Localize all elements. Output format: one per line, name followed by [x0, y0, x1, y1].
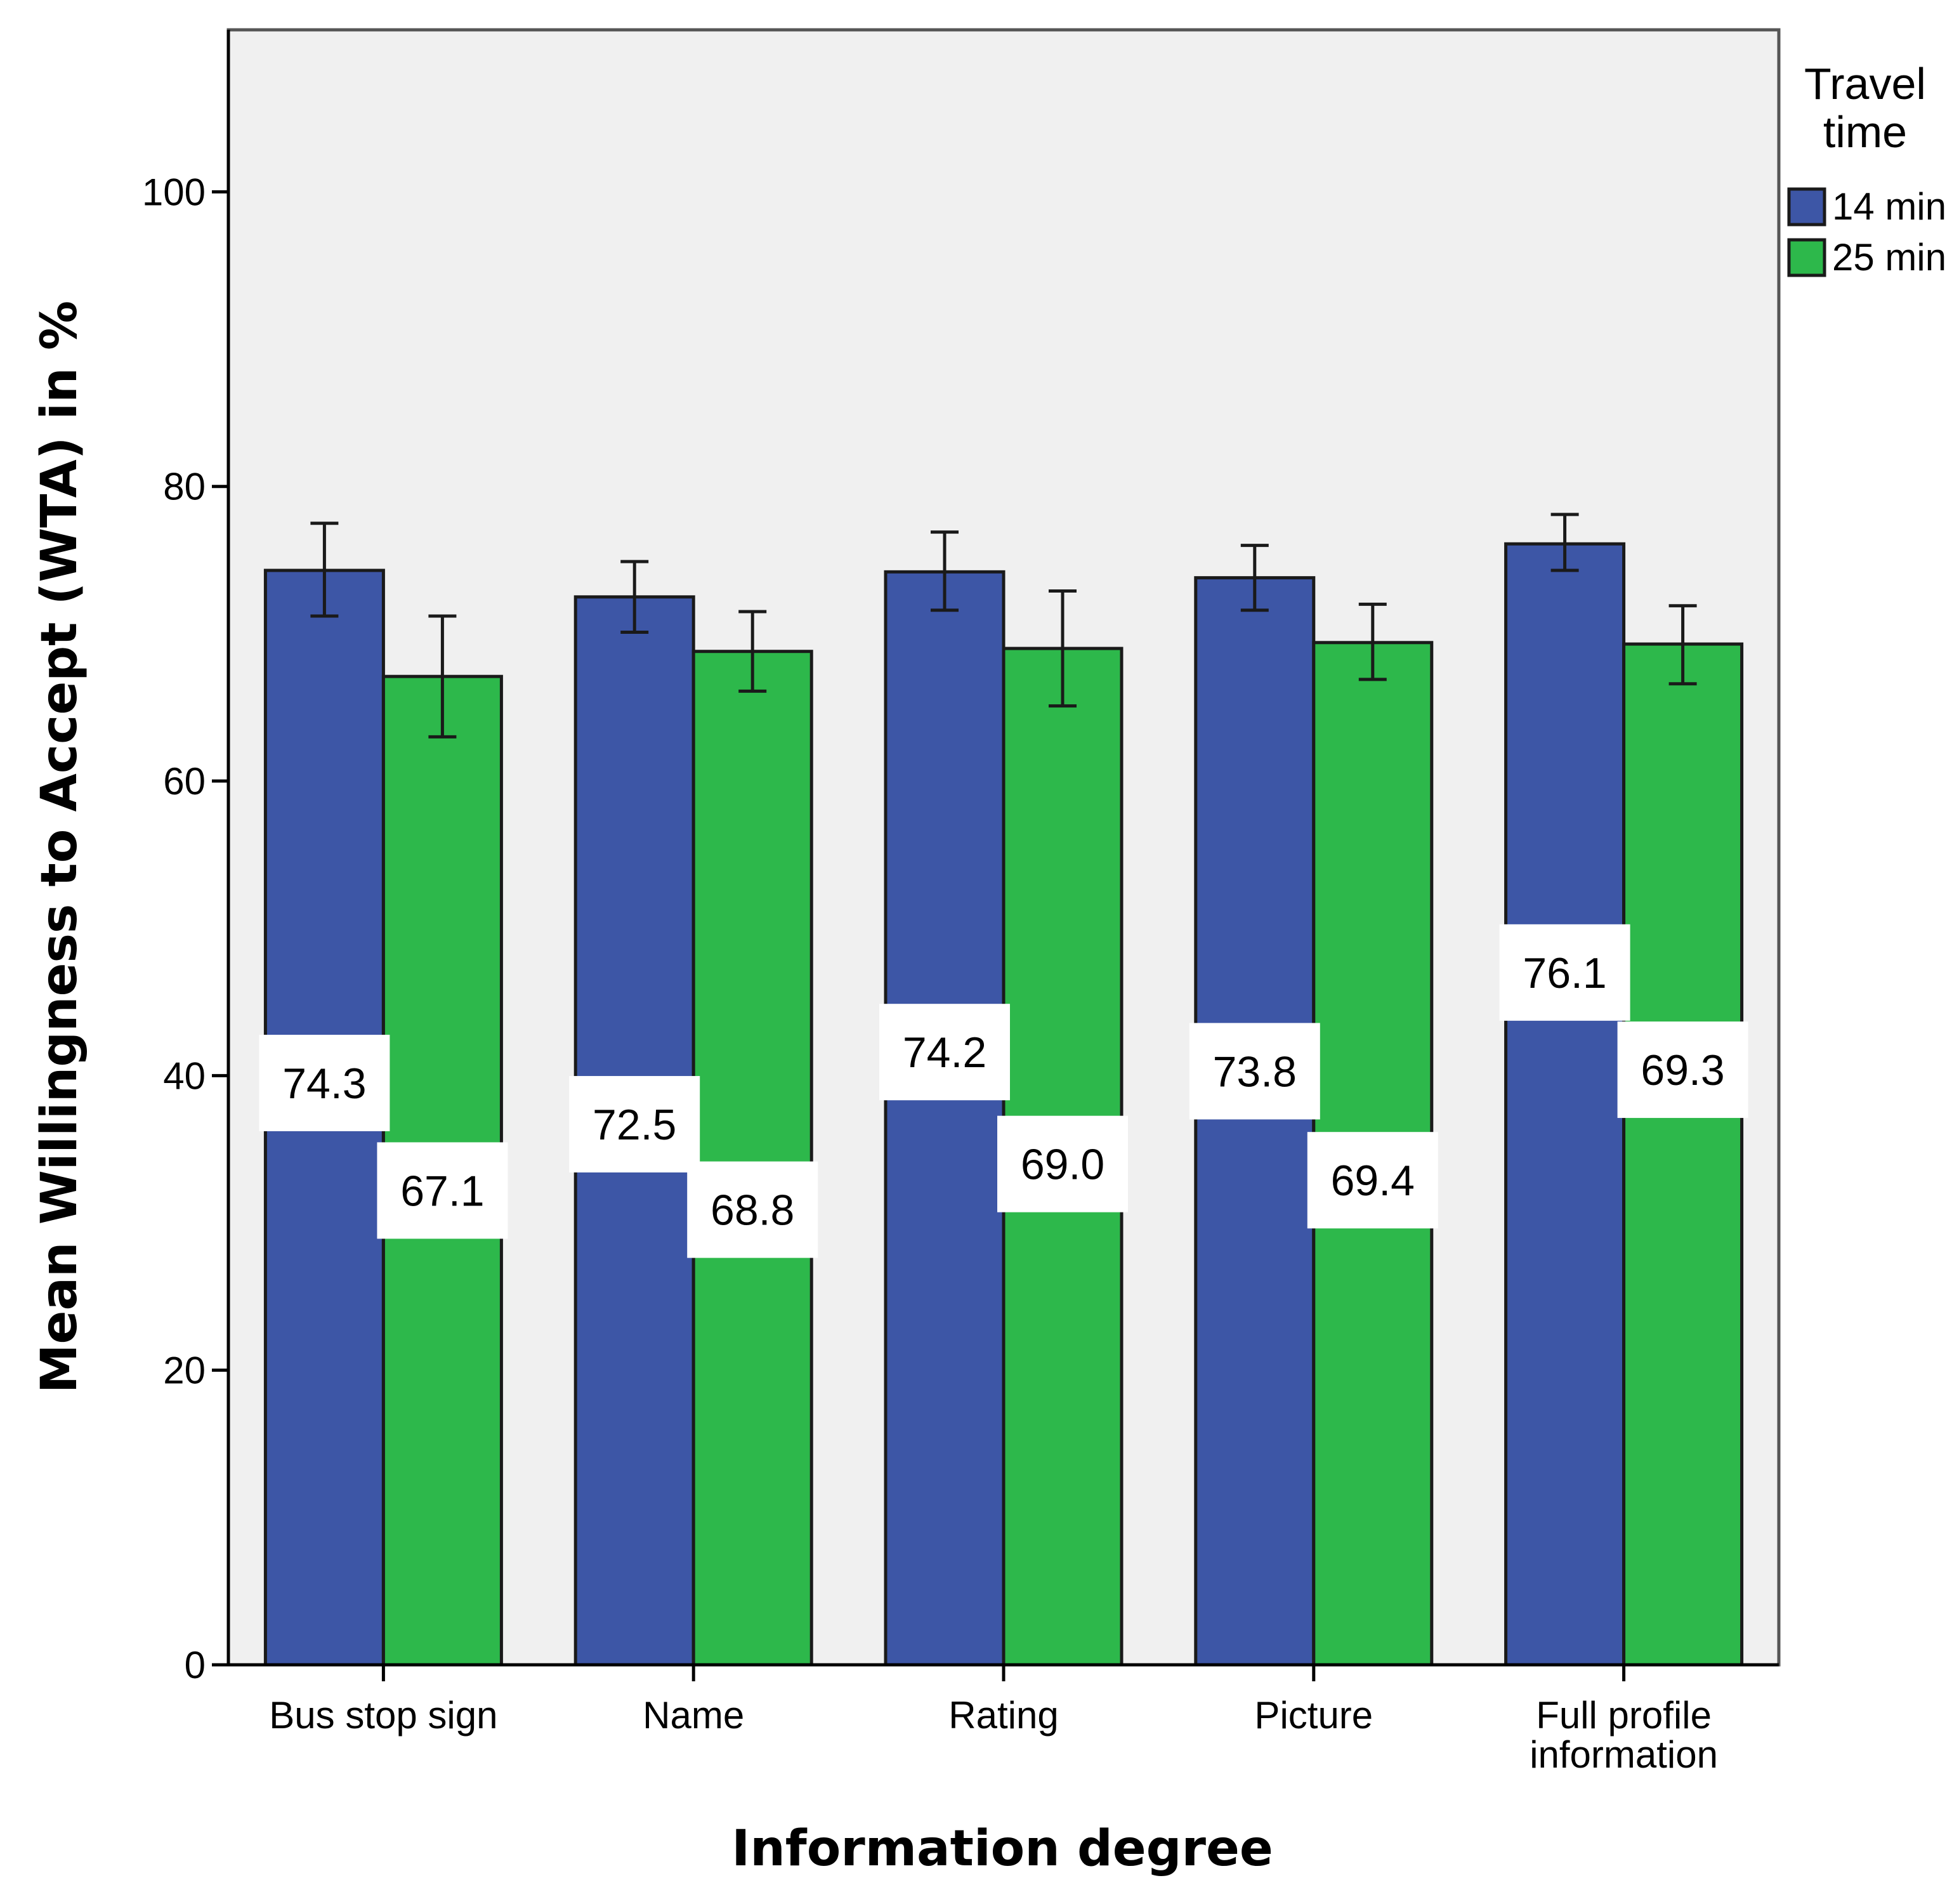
x-tick-label-5: Full profile: [1536, 1694, 1712, 1737]
data-label-box-14-min-5: [1499, 924, 1630, 1021]
bar-25-min-5: [1622, 642, 1744, 1667]
data-label-box-25-min-5: [1617, 1021, 1748, 1119]
legend-label-25-min: 25 min: [1832, 236, 1946, 279]
bar-14-min-5: [1504, 542, 1626, 1667]
x-tick-label-1: Bus stop sign: [269, 1694, 497, 1737]
x-tick-label-2: Name: [643, 1694, 744, 1737]
data-label-14-min-1: 74.3: [282, 1060, 366, 1108]
legend-label-14-min: 14 min: [1832, 185, 1946, 228]
x-axis-title: Information degree: [731, 1820, 1273, 1877]
data-label-box-14-min-4: [1189, 1023, 1320, 1120]
data-label-box-14-min-1: [259, 1034, 390, 1131]
bar-14-min-3: [884, 570, 1006, 1667]
legend-swatch-14-min: [1787, 187, 1826, 227]
data-label-box-14-min-2: [569, 1075, 700, 1172]
legend-swatch-25-min: [1787, 238, 1826, 277]
y-tick-label-60: 60: [163, 760, 206, 803]
legend-title: time: [1823, 107, 1907, 157]
data-label-14-min-4: 73.8: [1213, 1047, 1297, 1096]
x-tick-label-4: Picture: [1254, 1694, 1373, 1737]
y-axis-title: Mean Willingness to Accept (WTA) in %: [31, 301, 88, 1393]
data-label-14-min-2: 72.5: [593, 1101, 676, 1149]
bar-14-min-4: [1194, 576, 1316, 1667]
y-tick-label-20: 20: [163, 1349, 206, 1392]
y-tick-label-100: 100: [142, 171, 206, 213]
data-label-box-14-min-3: [879, 1004, 1010, 1101]
data-label-25-min-5: 69.3: [1641, 1046, 1724, 1094]
data-label-14-min-3: 74.2: [903, 1028, 986, 1077]
data-label-25-min-4: 69.4: [1331, 1157, 1415, 1205]
data-label-25-min-3: 69.0: [1021, 1141, 1104, 1189]
data-label-25-min-1: 67.1: [400, 1167, 484, 1215]
data-label-box-25-min-4: [1307, 1132, 1438, 1229]
data-label-box-25-min-2: [687, 1161, 818, 1258]
x-tick-label-5: information: [1530, 1733, 1718, 1776]
x-tick-label-3: Rating: [948, 1694, 1058, 1737]
bar-25-min-2: [691, 650, 813, 1667]
data-label-14-min-5: 76.1: [1523, 949, 1606, 997]
y-tick-label-0: 0: [185, 1644, 206, 1686]
data-label-box-25-min-3: [997, 1115, 1128, 1212]
data-label-box-25-min-1: [377, 1142, 508, 1239]
y-tick-label-40: 40: [163, 1054, 206, 1097]
data-label-25-min-2: 68.8: [711, 1186, 794, 1235]
legend-title: Travel: [1804, 59, 1926, 108]
y-tick-label-80: 80: [163, 466, 206, 508]
